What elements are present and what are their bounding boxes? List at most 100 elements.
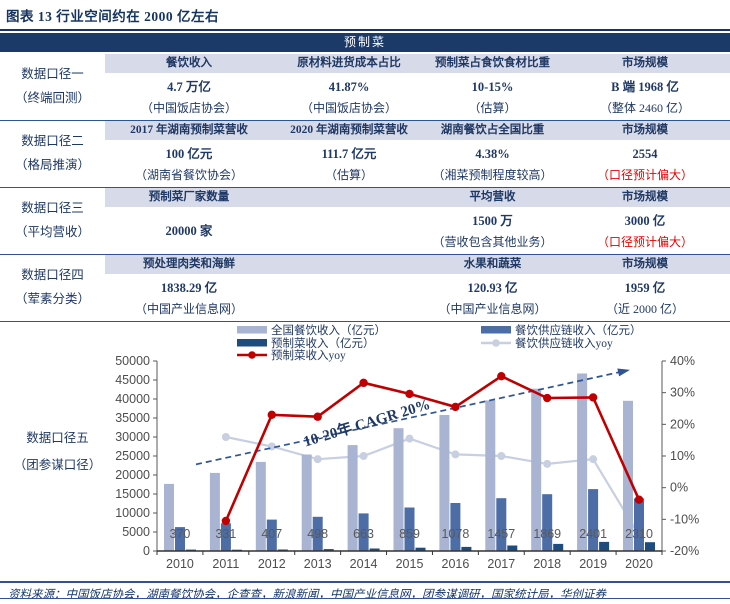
column-value: 3000 亿 [624, 213, 666, 228]
column-value: 100 亿元 [165, 146, 213, 161]
bar-餐饮供应链收入（亿元） [404, 507, 415, 551]
column-note: （口径预计偏大） [596, 234, 693, 249]
x-tick-label: 2016 [442, 557, 470, 571]
left-tick-label: 40000 [115, 392, 150, 406]
section-label-main: 数据口径四 [21, 268, 84, 283]
left-tick-label: 5000 [122, 525, 150, 539]
left-tick-label: 45000 [115, 373, 150, 387]
supply-chain-yoy-point [359, 452, 368, 460]
column-value: 41.87% [328, 79, 370, 94]
bar-预制菜收入（亿元） [461, 546, 472, 551]
prepared-yoy-point [359, 378, 368, 388]
column-note: （湖南省餐饮协会） [134, 167, 243, 182]
bar-预制菜收入（亿元） [645, 542, 655, 551]
prepared-yoy-point [497, 372, 506, 381]
table-column: 湖南餐饮占全国比重 4.38% （湘菜预制程度较高） [425, 121, 560, 187]
legend-swatch-bar [481, 326, 511, 334]
table-column: 市场规模 1959 亿 （近 2000 亿） [560, 255, 730, 321]
x-tick-label: 2012 [258, 557, 286, 571]
bar-餐饮供应链收入（亿元） [588, 489, 599, 551]
table-column: 预制菜厂家数量 20000 家 [105, 188, 273, 254]
legend-swatch-bar [237, 339, 267, 347]
column-body: 4.7 万亿 （中国饭店协会） [105, 73, 273, 120]
right-tick-label: 30% [670, 386, 695, 400]
prepared-yoy-point [451, 402, 460, 412]
table-section-row: 数据口径三 （平均营收） 预制菜厂家数量 20000 家 平均营收 1500 万 （营收包含… [0, 188, 730, 255]
bar-data-label: 859 [399, 527, 420, 541]
section-label-main: 数据口径一 [21, 67, 84, 82]
bar-data-label: 1457 [487, 527, 515, 541]
bar-餐饮供应链收入（亿元） [175, 527, 185, 551]
column-value: 10-15% [471, 79, 514, 94]
legend-swatch-bar [237, 326, 267, 334]
arrowhead [617, 368, 630, 377]
column-body: 4.38% （湘菜预制程度较高） [425, 140, 560, 187]
column-value: 20000 家 [165, 223, 213, 238]
x-tick-label: 2017 [487, 557, 515, 571]
bar-餐饮供应链收入（亿元） [450, 503, 461, 551]
column-body: 100 亿元 （湖南省餐饮协会） [105, 140, 273, 187]
section-label-sub: （终端回测） [14, 91, 90, 105]
column-note: （估算） [324, 167, 373, 182]
column-note: （中国饭店协会） [300, 100, 397, 115]
x-tick-label: 2019 [579, 557, 607, 571]
column-body: 1500 万 （营收包含其他业务） [425, 207, 560, 254]
column-body: 1838.29 亿 （中国产业信息网） [105, 274, 273, 321]
bar-预制菜收入（亿元） [415, 547, 426, 551]
combo-chart: 10-20年 CAGR 20% 370 331 407 498 663 859 1078 145… [115, 323, 699, 571]
table-column: 2017 年湖南预制菜营收 100 亿元 （湖南省餐饮协会） [105, 121, 273, 187]
column-body: 120.93 亿 （中国产业信息网） [425, 274, 560, 321]
supply-chain-yoy-line [225, 435, 640, 536]
bar-data-label: 2310 [625, 527, 653, 541]
table-section-row: 数据口径四 （荤素分类） 预处理肉类和海鲜 1838.29 亿（中国产业信息网） 水果和… [0, 255, 730, 322]
right-tick-label: -20% [670, 544, 699, 558]
bar-全国餐饮收入（亿元） [439, 415, 450, 551]
table-column: 市场规模 B 端 1968 亿 （整体 2460 亿） [560, 54, 730, 120]
table-column: 2020 年湖南预制菜营收 111.7 亿元 （估算） [273, 121, 425, 187]
column-header: 预处理肉类和海鲜 [105, 255, 273, 274]
column-header: 预制菜厂家数量 [105, 188, 273, 207]
bar-全国餐饮收入（亿元） [255, 461, 266, 551]
x-tick-label: 2013 [304, 557, 332, 571]
column-note: （中国产业信息网） [134, 301, 243, 316]
footer-rule [0, 581, 730, 583]
column-header: 预制菜占食饮食材比重 [425, 54, 560, 73]
prepared-yoy-point [543, 393, 552, 403]
bar-全国餐饮收入（亿元） [577, 373, 588, 551]
column-body [273, 274, 425, 321]
bar-餐饮供应链收入（亿元） [542, 494, 553, 551]
column-note: （估算） [468, 100, 517, 115]
supply-chain-yoy-point [543, 459, 552, 468]
column-header: 原材料进货成本占比 [273, 54, 425, 73]
section-label-sub: （平均营收） [14, 225, 90, 239]
bar-预制菜收入（亿元） [507, 545, 518, 551]
x-tick-label: 2014 [350, 557, 378, 571]
column-body: 20000 家 [105, 207, 273, 254]
column-header: 市场规模 [560, 54, 730, 73]
right-tick-label: 20% [670, 417, 695, 431]
bar-data-label: 370 [170, 527, 191, 541]
table-column: 预处理肉类和海鲜 1838.29 亿 （中国产业信息网） [105, 255, 273, 321]
column-header: 市场规模 [560, 188, 730, 207]
left-tick-label: 20000 [115, 468, 150, 482]
supply-chain-yoy-point [589, 455, 598, 464]
prepared-yoy-point [634, 495, 644, 504]
table-column [273, 255, 425, 321]
chart-row-label-main: 数据口径五 [26, 431, 89, 446]
table-column: 市场规模 2554 （口径预计偏大） [560, 121, 730, 187]
column-header: 市场规模 [560, 255, 730, 274]
column-header [273, 188, 425, 207]
column-body: 1959 亿 （近 2000 亿） [560, 274, 730, 321]
table-column: 平均营收 1500 万 （营收包含其他业务） [425, 188, 560, 254]
section-label-sub: （荤素分类） [14, 292, 90, 306]
figure-title: 图表 13 行业空间约在 2000 亿左右 [6, 9, 219, 24]
bar-全国餐饮收入（亿元） [301, 454, 312, 551]
legend-label: 餐饮供应链收入yoy [515, 336, 613, 350]
left-tick-label: 0 [143, 544, 150, 558]
section-label: 数据口径一 （终端回测） [0, 54, 105, 120]
bar-餐饮供应链收入（亿元） [266, 519, 277, 551]
legend-swatch-marker [248, 351, 256, 359]
column-header: 2017 年湖南预制菜营收 [105, 121, 273, 140]
column-body [273, 207, 425, 254]
x-tick-label: 2010 [166, 557, 194, 571]
